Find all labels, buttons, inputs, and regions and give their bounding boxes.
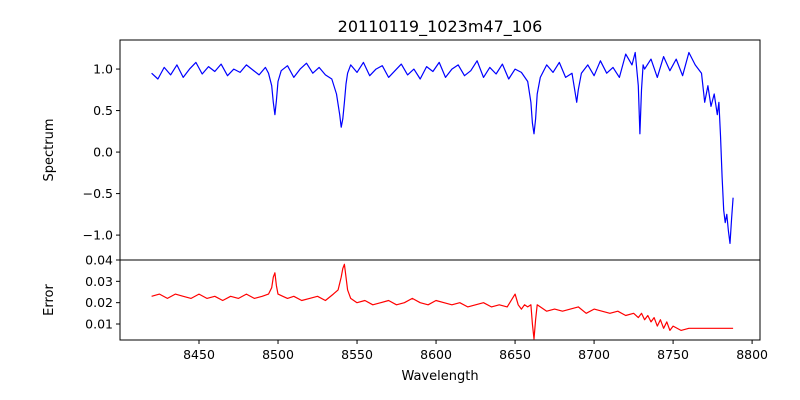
spectrum-y-tick-label: 0.0 [93,145,113,160]
top-panel-ticks: −1.0 −0.5 0.0 0.5 1.0 [83,62,120,243]
x-tick-label: 8450 [183,347,215,362]
bottom-panel-ticks: 0.01 0.02 0.03 0.04 8450 8500 8550 8600 8650 8700… [85,253,768,363]
x-tick-label: 8800 [736,347,768,362]
x-tick-label: 8550 [341,347,373,362]
error-y-tick-label: 0.03 [85,274,113,289]
chart-title: 20110119_1023m47_106 [338,17,543,37]
error-y-tick-label: 0.01 [85,317,113,332]
x-tick-label: 8750 [657,347,689,362]
spectrum-y-tick-label: 1.0 [93,62,113,77]
x-tick-label: 8650 [499,347,531,362]
spectrum-y-axis-label: Spectrum [42,119,57,182]
spectrum-y-tick-label: −1.0 [83,228,113,243]
spectrum-y-tick-label: −0.5 [83,186,113,201]
x-tick-label: 8500 [262,347,294,362]
spectrum-y-tick-label: 0.5 [93,103,113,118]
x-tick-label: 8600 [420,347,452,362]
error-panel-frame [119,259,761,341]
error-y-tick-label: 0.04 [85,253,113,268]
spectrum-series-line [151,51,734,244]
error-y-axis-label: Error [42,284,57,316]
error-y-tick-label: 0.02 [85,295,113,310]
x-axis-label: Wavelength [401,369,478,384]
error-series-line [151,263,734,340]
spectrum-panel-frame [119,39,761,261]
x-tick-label: 8700 [578,347,610,362]
